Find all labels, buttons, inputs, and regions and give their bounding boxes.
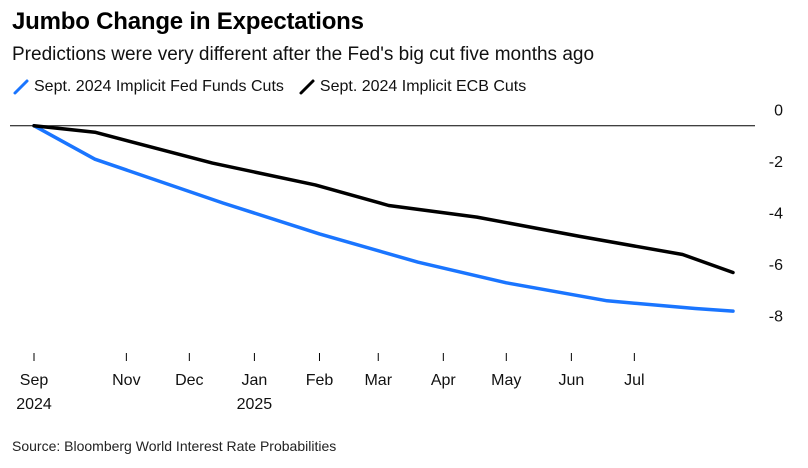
x-tick-sublabel: 2024	[16, 396, 52, 413]
legend-label-fed: Sept. 2024 Implicit Fed Funds Cuts	[34, 78, 284, 95]
chart-title: Jumbo Change in Expectations	[12, 8, 364, 35]
chart-subtitle: Predictions were very different after th…	[12, 44, 595, 65]
y-tick-label: -6	[769, 257, 783, 274]
x-tick-label: Jul	[624, 372, 644, 389]
x-tick-label: Mar	[364, 372, 392, 389]
series-line-ecb	[32, 123, 735, 275]
x-tick-label: May	[491, 372, 521, 389]
x-tick-label: Nov	[112, 372, 140, 389]
source-note: Source: Bloomberg World Interest Rate Pr…	[12, 438, 337, 454]
x-tick-label: Jan	[242, 372, 268, 389]
x-tick-label: Sep	[20, 372, 49, 389]
legend-swatch-fed	[13, 79, 29, 95]
legend-label-ecb: Sept. 2024 Implicit ECB Cuts	[319, 78, 527, 95]
x-tick-sublabel: 2025	[237, 396, 273, 413]
y-tick-label: -8	[769, 309, 783, 326]
legend-swatch-ecb	[299, 79, 315, 95]
series-line-fed	[32, 123, 735, 313]
y-tick-label: -4	[769, 206, 783, 223]
y-tick-label: -2	[769, 154, 783, 171]
legend-item-fed: Sept. 2024 Implicit Fed Funds Cuts	[12, 78, 284, 96]
y-tick-label: 0	[774, 103, 783, 120]
x-tick-label: Dec	[175, 372, 203, 389]
legend: Sept. 2024 Implicit Fed Funds Cuts Sept.…	[12, 78, 540, 96]
legend-item-ecb: Sept. 2024 Implicit ECB Cuts	[298, 78, 526, 96]
x-tick-label: Apr	[431, 372, 457, 389]
x-tick-label: Feb	[306, 372, 334, 389]
x-tick-label: Jun	[558, 372, 584, 389]
